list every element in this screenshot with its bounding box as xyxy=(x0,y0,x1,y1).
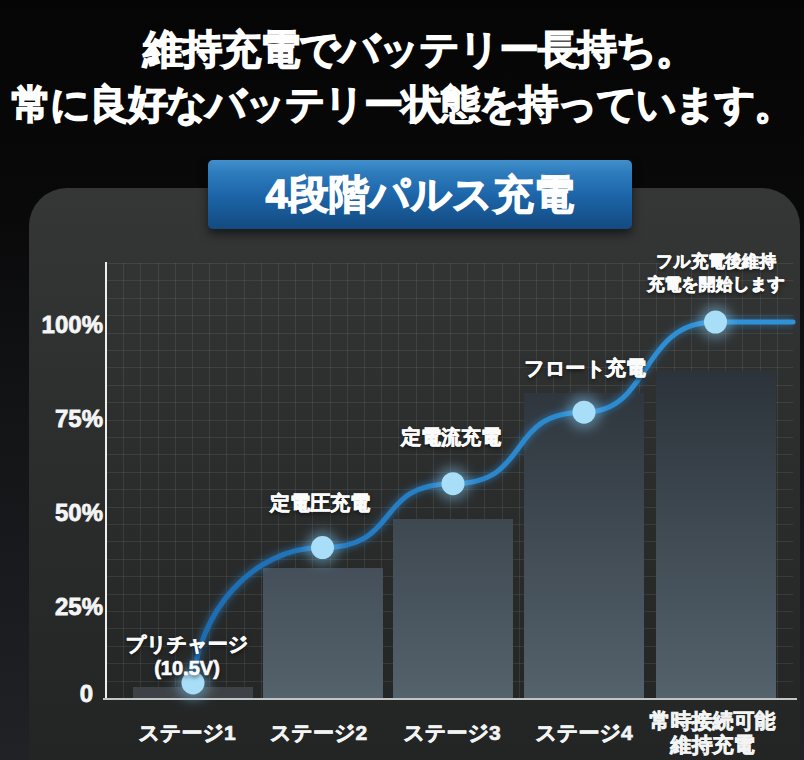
point-annotation: 定電圧充電 xyxy=(270,491,370,515)
y-tick-label: 100% xyxy=(42,311,103,339)
stage-bar xyxy=(393,519,513,698)
badge-label: 4段階パルス充電 xyxy=(265,167,574,222)
y-tick-label: 0 xyxy=(80,680,93,708)
point-annotation: 定電流充電 xyxy=(401,425,501,449)
x-category-label: ステージ1 xyxy=(138,721,235,745)
point-annotation: プリチャージ (10.5V) xyxy=(126,632,248,680)
x-category-label: 常時接続可能 維持充電 xyxy=(650,709,776,756)
point-annotation: フル充電後維持 充電を開始します xyxy=(647,251,785,296)
y-tick-label: 75% xyxy=(55,405,103,433)
stage-bar xyxy=(656,371,776,698)
title-line-2: 常に良好なバッテリー状態を持っています。 xyxy=(0,77,804,132)
page: 維持充電でバッテリー長持ち。 常に良好なバッテリー状態を持っています。 4段階パ… xyxy=(0,0,804,760)
title-line-1: 維持充電でバッテリー長持ち。 xyxy=(0,22,804,77)
section-badge: 4段階パルス充電 xyxy=(208,160,632,229)
y-tick-label: 25% xyxy=(55,593,103,621)
x-axis-line xyxy=(103,698,797,700)
stage-bar xyxy=(263,568,383,698)
x-category-label: ステージ4 xyxy=(535,721,632,745)
x-category-label: ステージ2 xyxy=(270,721,367,745)
x-category-label: ステージ3 xyxy=(403,721,500,745)
stage-bar xyxy=(133,687,253,698)
y-tick-label: 50% xyxy=(55,499,103,527)
point-annotation: フロート充電 xyxy=(524,356,645,380)
stage-bar xyxy=(524,393,644,698)
y-axis-line xyxy=(105,262,108,700)
